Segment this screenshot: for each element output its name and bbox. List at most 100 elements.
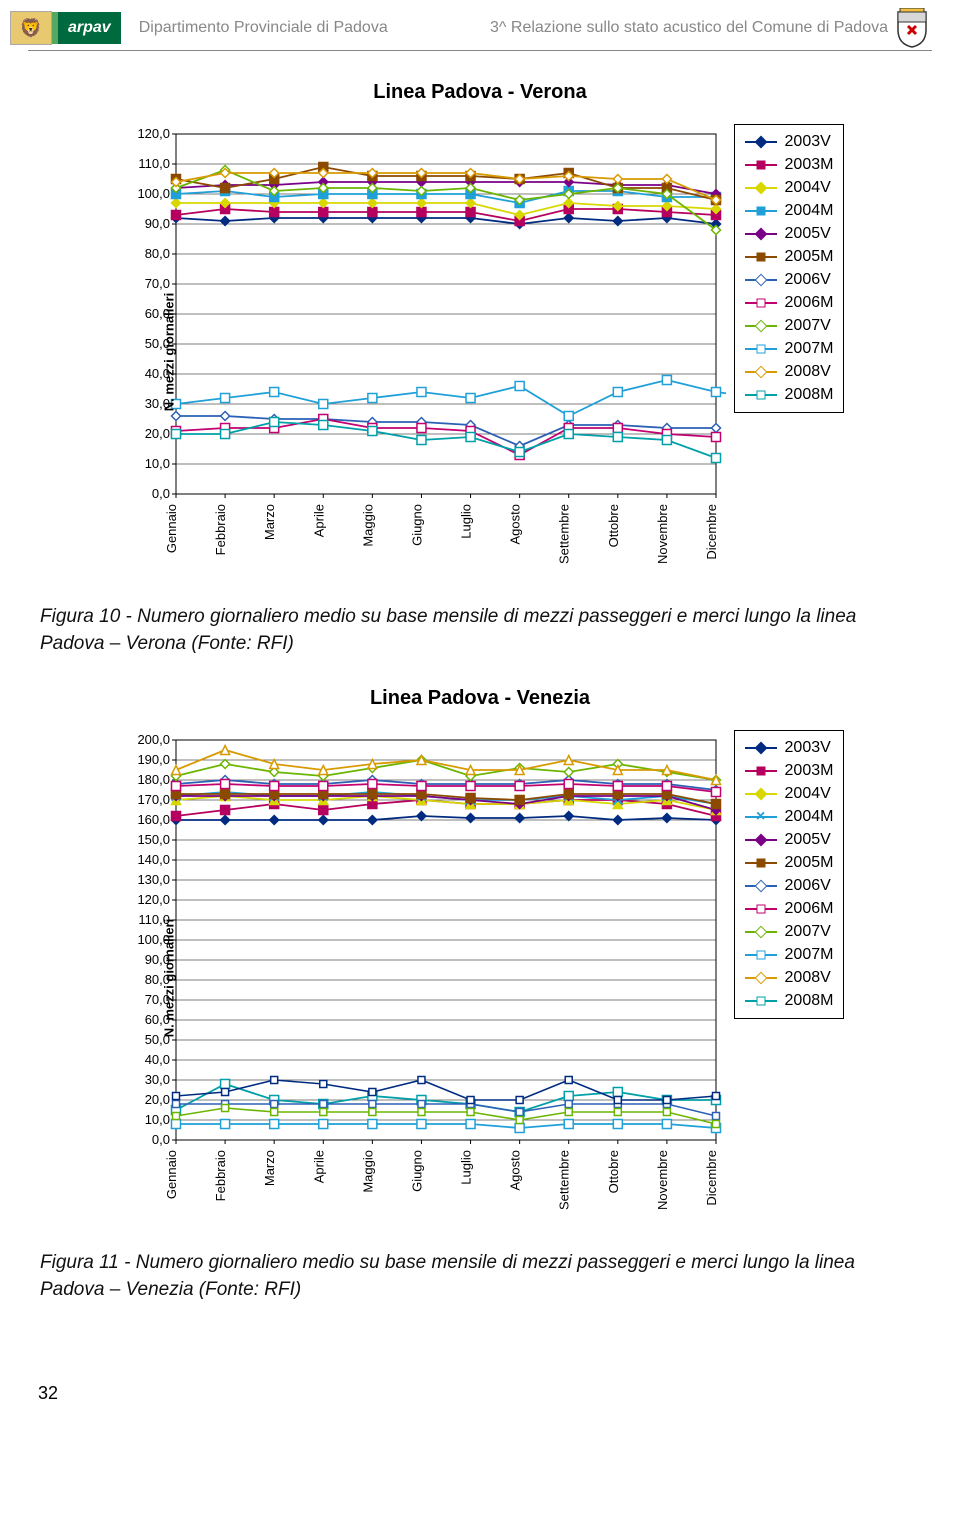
legend-swatch <box>745 256 777 258</box>
svg-text:140,0: 140,0 <box>137 852 170 867</box>
legend-swatch <box>745 747 777 749</box>
header-rule <box>28 50 932 51</box>
legend-item: 2006V <box>745 271 834 289</box>
svg-text:180,0: 180,0 <box>137 772 170 787</box>
legend-swatch <box>745 210 777 212</box>
legend-item: 2007M <box>745 946 834 964</box>
legend-item: 2003M <box>745 762 834 780</box>
legend-label: 2006V <box>785 877 831 895</box>
svg-text:Gennaio: Gennaio <box>164 1150 179 1199</box>
svg-text:Maggio: Maggio <box>360 1150 375 1193</box>
legend-label: 2008V <box>785 969 831 987</box>
legend-label: 2008M <box>785 992 834 1010</box>
svg-text:130,0: 130,0 <box>137 872 170 887</box>
legend-label: 2007V <box>785 317 831 335</box>
caption2: Figura 11 - Numero giornaliero medio su … <box>40 1250 920 1303</box>
legend-swatch <box>745 233 777 235</box>
svg-text:10,0: 10,0 <box>144 456 169 471</box>
legend-swatch <box>745 187 777 189</box>
svg-text:Luglio: Luglio <box>458 504 473 539</box>
legend-label: 2007M <box>785 340 834 358</box>
chart1-legend: 2003V2003M2004V2004M2005V2005M2006V2006M… <box>734 124 845 413</box>
legend-swatch <box>745 1000 777 1002</box>
chart1-title: Linea Padova - Verona <box>0 81 960 104</box>
legend-label: 2003M <box>785 156 834 174</box>
legend-swatch <box>745 164 777 166</box>
legend-label: 2007M <box>785 946 834 964</box>
legend-item: 2008V <box>745 969 834 987</box>
svg-text:100,0: 100,0 <box>137 186 170 201</box>
svg-text:120,0: 120,0 <box>137 892 170 907</box>
svg-text:Luglio: Luglio <box>458 1150 473 1185</box>
legend-label: 2005M <box>785 248 834 266</box>
legend-swatch <box>745 348 777 350</box>
chart2-svg: 0,010,020,030,040,050,060,070,080,090,01… <box>116 730 726 1220</box>
legend-swatch <box>745 885 777 887</box>
legend-label: 2005V <box>785 225 831 243</box>
legend-item: 2008M <box>745 992 834 1010</box>
header: 🦁 arpav Dipartimento Provinciale di Pado… <box>0 0 960 50</box>
svg-text:Agosto: Agosto <box>507 504 522 544</box>
legend-label: 2005M <box>785 854 834 872</box>
svg-text:30,0: 30,0 <box>144 1072 169 1087</box>
svg-text:Marzo: Marzo <box>262 1150 277 1186</box>
logo-group: 🦁 arpav <box>10 11 121 45</box>
svg-text:0,0: 0,0 <box>151 486 169 501</box>
legend-item: × 2004M <box>745 808 834 826</box>
chart1-wrap: N. mezzi giornalieri 0,010,020,030,040,0… <box>116 124 726 579</box>
svg-text:Febbraio: Febbraio <box>213 504 228 555</box>
chart2-row: N. mezzi giornalieri 0,010,020,030,040,0… <box>0 730 960 1225</box>
legend-swatch <box>745 931 777 933</box>
legend-label: 2004V <box>785 785 831 803</box>
legend-item: 2003M <box>745 156 834 174</box>
legend-item: 2004V <box>745 179 834 197</box>
svg-text:Settembre: Settembre <box>556 504 571 564</box>
legend-label: 2004M <box>785 808 834 826</box>
legend-swatch: × <box>745 816 777 818</box>
svg-text:Maggio: Maggio <box>360 504 375 547</box>
legend-label: 2003V <box>785 739 831 757</box>
chart1-svg: 0,010,020,030,040,050,060,070,080,090,01… <box>116 124 726 574</box>
header-texts: Dipartimento Provinciale di Padova 3^ Re… <box>127 19 888 37</box>
legend-swatch <box>745 394 777 396</box>
svg-text:10,0: 10,0 <box>144 1112 169 1127</box>
svg-text:190,0: 190,0 <box>137 752 170 767</box>
svg-text:Dicembre: Dicembre <box>704 1150 719 1206</box>
svg-text:Settembre: Settembre <box>556 1150 571 1210</box>
svg-text:160,0: 160,0 <box>137 812 170 827</box>
legend-label: 2008V <box>785 363 831 381</box>
legend-label: 2006M <box>785 294 834 312</box>
legend-label: 2004V <box>785 179 831 197</box>
svg-text:Aprile: Aprile <box>311 1150 326 1183</box>
svg-text:Agosto: Agosto <box>507 1150 522 1190</box>
svg-text:Novembre: Novembre <box>654 1150 669 1210</box>
legend-item: 2004V <box>745 785 834 803</box>
svg-text:110,0: 110,0 <box>138 156 170 171</box>
legend-label: 2006M <box>785 900 834 918</box>
legend-label: 2005V <box>785 831 831 849</box>
legend-swatch <box>745 279 777 281</box>
legend-swatch <box>745 908 777 910</box>
svg-text:Ottobre: Ottobre <box>605 1150 620 1193</box>
legend-swatch <box>745 862 777 864</box>
svg-text:Gennaio: Gennaio <box>164 504 179 553</box>
griffin-icon: 🦁 <box>10 11 52 45</box>
svg-text:20,0: 20,0 <box>144 426 169 441</box>
svg-text:70,0: 70,0 <box>144 276 169 291</box>
legend-label: 2003V <box>785 133 831 151</box>
legend-swatch <box>745 770 777 772</box>
caption1: Figura 10 - Numero giornaliero medio su … <box>40 604 920 657</box>
legend-item: 2006M <box>745 900 834 918</box>
chart1-ylabel: N. mezzi giornalieri <box>161 292 176 410</box>
svg-text:Giugno: Giugno <box>409 1150 424 1192</box>
legend-label: 2007V <box>785 923 831 941</box>
svg-text:150,0: 150,0 <box>137 832 170 847</box>
svg-text:20,0: 20,0 <box>144 1092 169 1107</box>
legend-swatch <box>745 371 777 373</box>
chart1-row: N. mezzi giornalieri 0,010,020,030,040,0… <box>0 124 960 579</box>
svg-text:Marzo: Marzo <box>262 504 277 540</box>
report-text: 3^ Relazione sullo stato acustico del Co… <box>490 19 888 37</box>
chart2-wrap: N. mezzi giornalieri 0,010,020,030,040,0… <box>116 730 726 1225</box>
legend-item: 2006V <box>745 877 834 895</box>
legend-label: 2003M <box>785 762 834 780</box>
